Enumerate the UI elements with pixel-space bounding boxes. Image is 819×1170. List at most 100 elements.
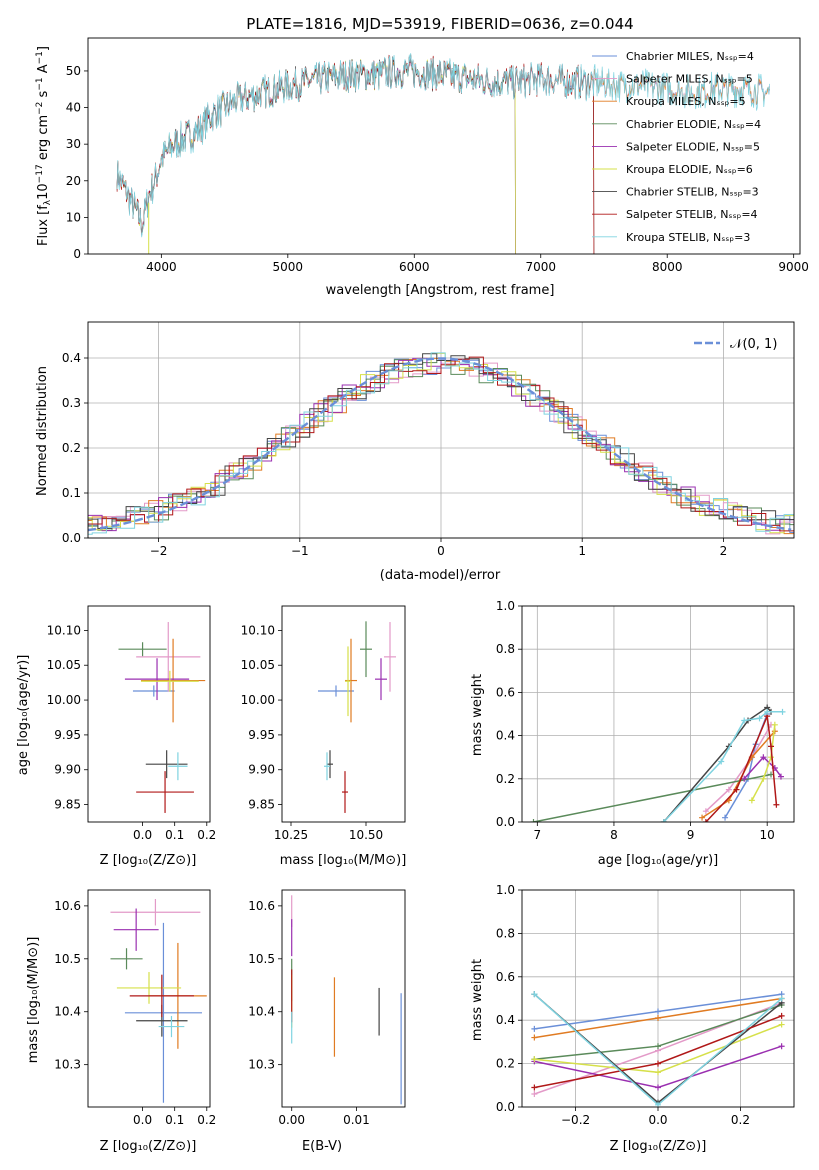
weight-marker [531,991,538,998]
age_vs_Z-ytick-label: 9.95 [54,728,81,742]
massweight_vs_Z-ytick-label: 0.0 [496,1100,515,1114]
weight-marker [778,1021,785,1028]
histogram-series [88,357,794,535]
spectrum-axes: 4000 5000 6000 7000 8000 9000 0 10 20 30 40 50 [66,64,809,274]
weight-marker [699,814,706,821]
age_vs_Z-axes: 0.0 0.1 0.2 9.85 9.90 9.95 10.00 10.05 10.10 [47,623,217,842]
mass_vs_ebv-ytick-label: 10.4 [248,1005,275,1019]
mass_vs_Z-xtick-label: 0.2 [197,1113,216,1127]
weight-marker [655,1015,661,1022]
age_vs_Z-ytick-label: 10.00 [47,693,81,707]
residuals-ytick-label: 0.3 [62,396,81,410]
age_vs_Z-frame [87,605,211,823]
weight-marker [655,1084,661,1091]
massweight_vs_age-ytick-label: 0.0 [496,815,515,829]
weight-marker [778,995,785,1002]
weight-line [533,773,772,822]
age_vs_mass-ytick-label: 10.05 [241,658,275,672]
spectrum-ytick-label: 10 [66,210,81,224]
age_vs_Z-xtick-label: 0.1 [165,828,184,842]
weight-marker [778,1043,785,1050]
massweight_vs_Z-ytick-label: 1.0 [496,883,515,897]
weight-marker [531,1084,538,1091]
residuals-frame [87,321,795,539]
weight-marker [655,1043,661,1050]
spectrum-xlabel: wavelength [Angstrom, rest frame] [326,283,555,298]
weight-marker [768,743,775,750]
legend-label: Salpeter STELIB, Nₛₛₚ=4 [626,208,758,221]
residuals-axes: −2 −1 0 1 2 0.0 0.1 0.2 0.3 0.4 [62,322,794,558]
weight-marker [660,819,667,822]
weight-marker [748,797,755,804]
histogram-steps [88,352,794,538]
weight-line [751,724,776,801]
massweight_vs_age-ytick-label: 0.4 [496,729,515,743]
residuals-ylabel: Normed distribution [35,366,50,496]
residuals-ytick-label: 0.1 [62,486,81,500]
age_vs_mass-axes: 10.25 10.50 9.85 9.90 9.95 10.00 10.05 10.10 [241,623,384,842]
massweight_vs_Z-ytick-label: 0.4 [496,1013,515,1027]
weight-marker [741,717,748,724]
massweight_vs_age-lines [530,704,786,822]
age_vs_mass-ytick-label: 10.00 [241,693,275,707]
spectrum-xtick-label: 6000 [399,260,430,274]
spectrum-xtick-label: 7000 [525,260,556,274]
mass_vs_Z-ytick-label: 10.3 [54,1058,81,1072]
weight-marker [530,819,537,822]
age_vs_mass-ytick-label: 10.10 [241,623,275,637]
spectrum-ytick-label: 20 [66,174,81,188]
weight-marker [718,758,725,765]
histogram-series [88,352,794,534]
massweight_vs_Z-ytick-label: 0.8 [496,926,515,940]
massweight_vs_Z-ytick-label: 0.2 [496,1057,515,1071]
residuals-xtick-label: −1 [291,544,309,558]
massweight_vs_Z-ytick-label: 0.6 [496,970,515,984]
residuals-ytick-label: 0.0 [62,531,81,545]
spectrum-series [116,53,770,238]
age_vs_mass-xtick-label: 10.25 [274,828,308,842]
histogram-series [88,358,794,533]
mw-z-ylabel: mass weight [470,959,485,1041]
age_vs_mass-frame [281,605,406,823]
spectrum-lines [116,53,770,254]
legend-label: Kroupa ELODIE, Nₛₛₚ=6 [626,163,753,176]
weight-marker [531,1034,538,1041]
spectrum-legend: Chabrier MILES, Nₛₛₚ=4 Salpeter MILES, Nₛ… [592,50,761,244]
mass_vs_ebv-xtick-label: 0.01 [343,1113,370,1127]
legend-label: Kroupa MILES, Nₛₛₚ=5 [626,95,746,108]
mass_vs_Z-xtick-label: 0.1 [165,1113,184,1127]
weight-marker [741,775,748,782]
age_vs_mass-ytick-label: 9.85 [248,798,275,812]
residuals-xtick-label: 0 [437,544,445,558]
mass_vs_Z-axes: 0.0 0.1 0.2 10.3 10.4 10.5 10.6 [54,899,216,1127]
massweight_vs_age-ytick-label: 0.2 [496,772,515,786]
spectrum-ytick-label: 50 [66,64,81,78]
massweight_vs_age-ytick-label: 0.8 [496,642,515,656]
histogram-series [88,356,794,532]
mass_vs_ebv-points [291,895,402,1105]
spectrum-ylabel: Flux [fλ10−17 erg cm−2 s−1 A−1] [35,46,53,246]
spectrum-frame [87,37,801,255]
massweight_vs_age-xtick-label: 9 [687,828,695,842]
spectrum-xtick-label: 4000 [146,260,177,274]
legend-label: Chabrier STELIB, Nₛₛₚ=3 [626,186,759,199]
mass_vs_Z-xtick-label: 0.0 [133,1113,152,1127]
spectrum-ytick-label: 40 [66,101,81,115]
residuals-xtick-label: 2 [720,544,728,558]
mass-ebv-xlabel: E(B-V) [302,1139,342,1154]
weight-marker [702,808,709,815]
residuals-xtick-label: −2 [150,544,168,558]
weight-marker [764,708,771,715]
legend-label: Salpeter ELODIE, Nₛₛₚ=5 [626,140,760,153]
mass_vs_Z-frame [87,889,211,1108]
legend-label: Salpeter MILES, Nₛₛₚ=5 [626,73,753,86]
weight-marker [531,1090,538,1097]
mw-age-ylabel: mass weight [470,674,485,756]
massweight_vs_age-ytick-label: 0.6 [496,685,515,699]
massweight_vs_age-frame [521,605,795,823]
massweight_vs_age-xtick-label: 8 [610,828,618,842]
weight-line [705,713,778,822]
weight-marker [655,1008,661,1015]
age_vs_mass-ytick-label: 9.90 [248,763,275,777]
weight-marker [768,754,775,761]
